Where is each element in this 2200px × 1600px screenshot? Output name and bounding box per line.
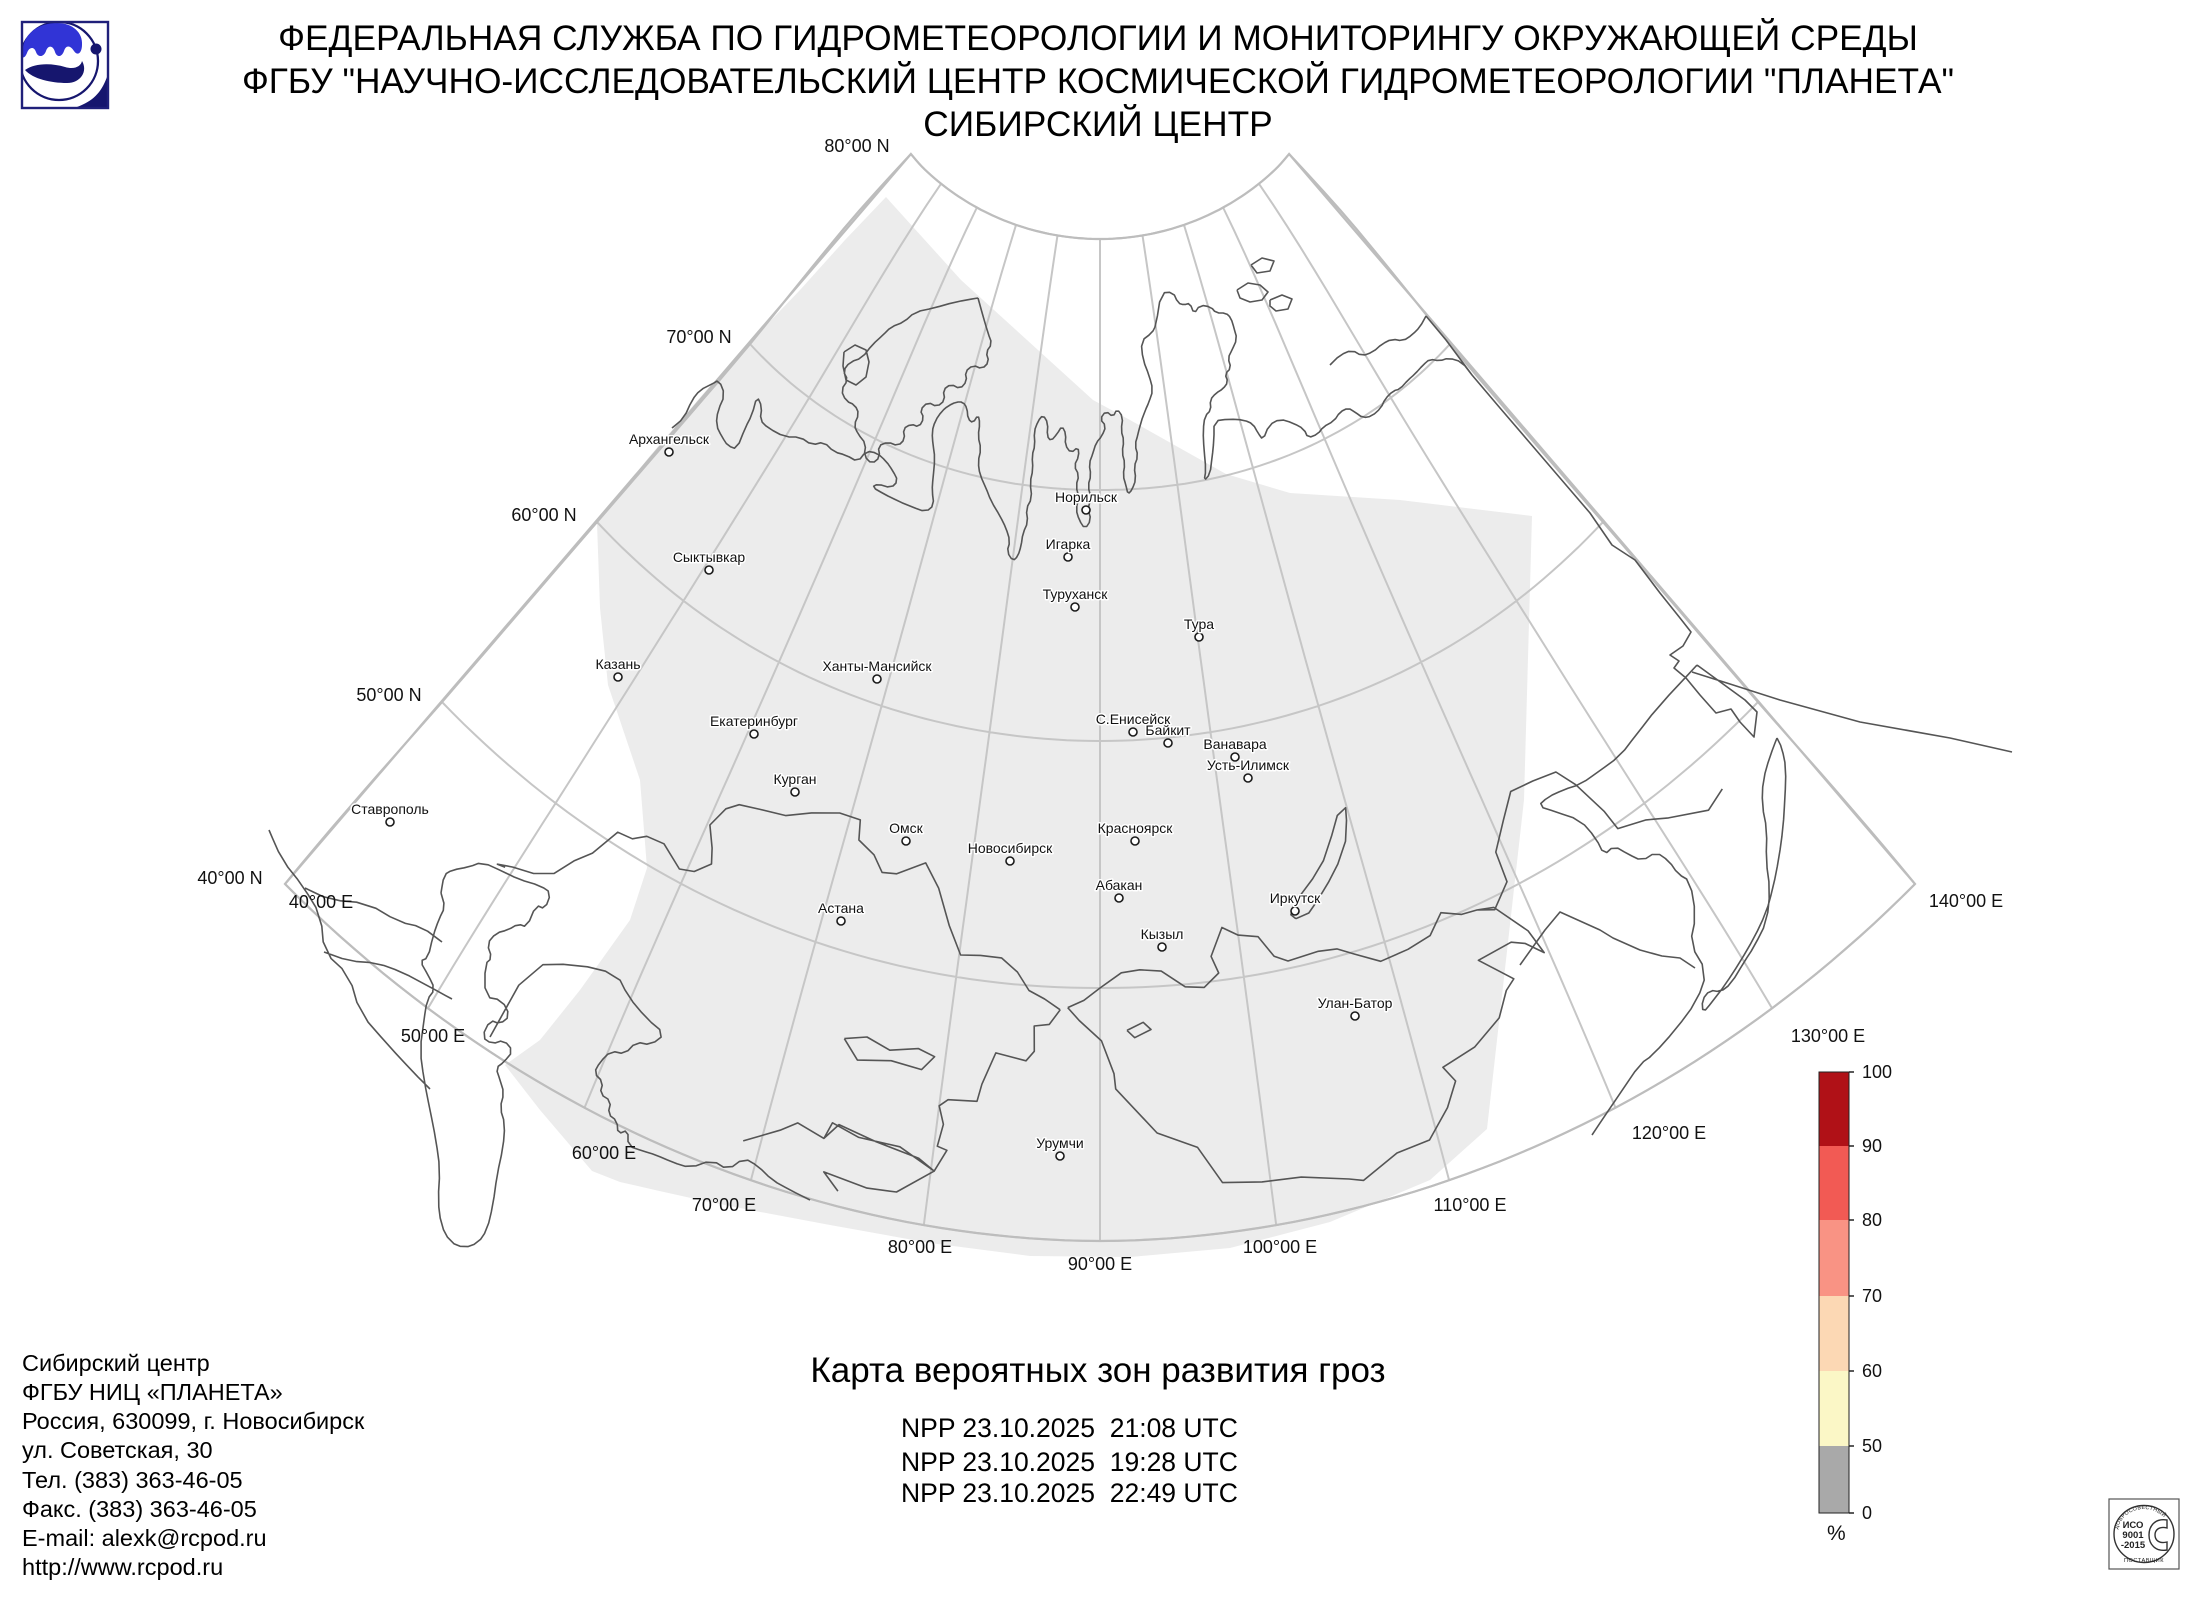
svg-text:Абакан: Абакан: [1096, 877, 1143, 893]
svg-text:Курган: Курган: [773, 771, 816, 787]
svg-text:110°00 E: 110°00 E: [1434, 1195, 1507, 1215]
svg-text:60°00 N: 60°00 N: [511, 505, 576, 525]
svg-text:40°00 N: 40°00 N: [197, 868, 262, 888]
svg-text:100: 100: [1862, 1062, 1892, 1082]
svg-text:70°00 N: 70°00 N: [666, 327, 731, 347]
svg-text:Красноярск: Красноярск: [1098, 820, 1174, 836]
svg-text:90: 90: [1862, 1136, 1882, 1156]
svg-text:Туруханск: Туруханск: [1043, 586, 1109, 602]
svg-text:ПОСТАВЩИК: ПОСТАВЩИК: [2124, 1558, 2164, 1564]
svg-text:E-mail: alexk@rcpod.ru: E-mail: alexk@rcpod.ru: [22, 1525, 267, 1551]
svg-text:Архангельск: Архангельск: [629, 431, 710, 447]
svg-text:60°00 E: 60°00 E: [572, 1143, 636, 1163]
svg-text:ФГБУ НИЦ «ПЛАНЕТА»: ФГБУ НИЦ «ПЛАНЕТА»: [22, 1379, 283, 1405]
svg-text:Иркутск: Иркутск: [1270, 890, 1321, 906]
svg-text:Казань: Казань: [595, 656, 640, 672]
svg-text:130°00 E: 130°00 E: [1791, 1026, 1865, 1046]
svg-text:90°00 E: 90°00 E: [1068, 1254, 1132, 1274]
svg-text:50°00 E: 50°00 E: [401, 1026, 465, 1046]
svg-text:Сибирский центр: Сибирский центр: [22, 1350, 210, 1376]
svg-text:Ванавара: Ванавара: [1203, 736, 1266, 752]
svg-text:Тел. (383) 363-46-05: Тел. (383) 363-46-05: [22, 1467, 243, 1493]
svg-text:NPP 23.10.2025 22:49 UTC: NPP 23.10.2025 22:49 UTC: [901, 1478, 1238, 1508]
svg-text:Факс. (383) 363-46-05: Факс. (383) 363-46-05: [22, 1496, 257, 1522]
svg-text:С.Енисейск: С.Енисейск: [1096, 711, 1171, 727]
svg-text:ул. Советская, 30: ул. Советская, 30: [22, 1437, 213, 1463]
svg-text:40°00 E: 40°00 E: [289, 892, 353, 912]
svg-text:Кызыл: Кызыл: [1141, 926, 1184, 942]
svg-text:СИБИРСКИЙ ЦЕНТР: СИБИРСКИЙ ЦЕНТР: [923, 104, 1272, 144]
svg-text:60: 60: [1862, 1361, 1882, 1381]
svg-text:http://www.rcpod.ru: http://www.rcpod.ru: [22, 1554, 223, 1580]
svg-text:140°00 E: 140°00 E: [1929, 891, 2003, 911]
svg-text:Игарка: Игарка: [1046, 536, 1091, 552]
svg-text:NPP 23.10.2025 19:28 UTC: NPP 23.10.2025 19:28 UTC: [901, 1447, 1238, 1477]
svg-text:Сыктывкар: Сыктывкар: [673, 549, 746, 565]
svg-text:Астана: Астана: [818, 900, 864, 916]
svg-text:50: 50: [1862, 1436, 1882, 1456]
svg-text:%: %: [1827, 1522, 1846, 1545]
svg-text:50°00 N: 50°00 N: [356, 685, 421, 705]
svg-text:Новосибирск: Новосибирск: [968, 840, 1053, 856]
svg-text:0: 0: [1862, 1503, 1872, 1523]
svg-text:Усть-Илимск: Усть-Илимск: [1207, 757, 1290, 773]
svg-text:Россия, 630099, г. Новосибирск: Россия, 630099, г. Новосибирск: [22, 1408, 365, 1434]
svg-text:100°00 E: 100°00 E: [1243, 1237, 1317, 1257]
svg-text:ФЕДЕРАЛЬНАЯ СЛУЖБА ПО ГИДРОМЕТ: ФЕДЕРАЛЬНАЯ СЛУЖБА ПО ГИДРОМЕТЕОРОЛОГИИ …: [278, 18, 1918, 58]
svg-text:80°00 N: 80°00 N: [824, 136, 889, 156]
svg-text:70°00 E: 70°00 E: [692, 1195, 756, 1215]
svg-text:Ставрополь: Ставрополь: [351, 801, 429, 817]
svg-text:Норильск: Норильск: [1055, 489, 1118, 505]
svg-text:120°00 E: 120°00 E: [1632, 1123, 1706, 1143]
svg-text:Тура: Тура: [1184, 616, 1214, 632]
svg-text:NPP 23.10.2025 21:08 UTC: NPP 23.10.2025 21:08 UTC: [901, 1413, 1238, 1443]
svg-text:Урумчи: Урумчи: [1036, 1135, 1083, 1151]
svg-text:ФГБУ "НАУЧНО-ИССЛЕДОВАТЕЛЬСКИЙ: ФГБУ "НАУЧНО-ИССЛЕДОВАТЕЛЬСКИЙ ЦЕНТР КОС…: [242, 61, 1954, 101]
svg-text:9001: 9001: [2122, 1530, 2144, 1541]
svg-text:Екатеринбург: Екатеринбург: [710, 713, 798, 729]
svg-text:Омск: Омск: [889, 820, 924, 836]
svg-text:80: 80: [1862, 1210, 1882, 1230]
svg-text:ИСО: ИСО: [2123, 1520, 2144, 1531]
svg-text:80°00 E: 80°00 E: [888, 1237, 952, 1257]
svg-text:70: 70: [1862, 1286, 1882, 1306]
svg-text:Байкит: Байкит: [1145, 722, 1191, 738]
svg-text:-2015: -2015: [2121, 1540, 2146, 1551]
svg-text:Ханты-Мансийск: Ханты-Мансийск: [822, 658, 932, 674]
svg-text:Карта вероятных зон развития г: Карта вероятных зон развития гроз: [810, 1351, 1385, 1390]
svg-text:Улан-Батор: Улан-Батор: [1318, 995, 1393, 1011]
